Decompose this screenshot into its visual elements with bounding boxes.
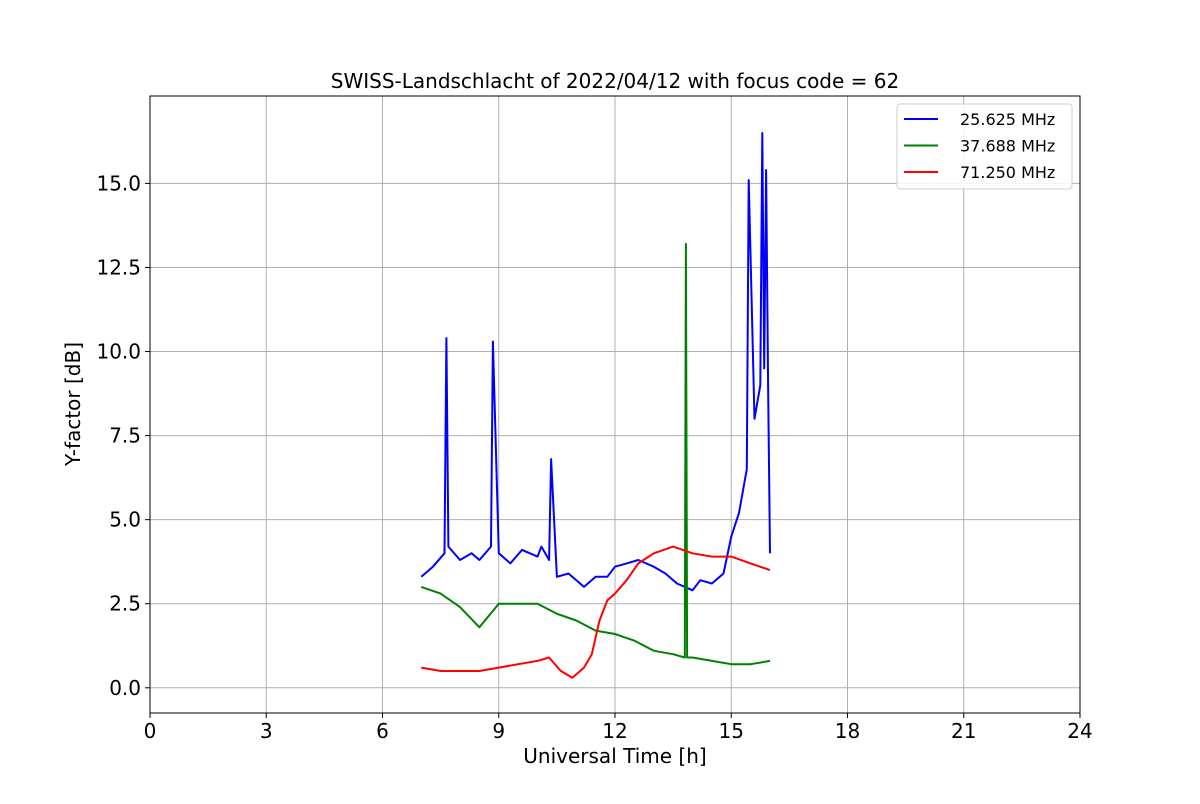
x-tick-label: 6 <box>376 719 389 743</box>
legend-label-1: 25.625 MHz <box>960 110 1055 129</box>
y-tick-label: 15.0 <box>96 171 141 195</box>
series-layer <box>420 132 771 679</box>
y-tick-label: 2.5 <box>109 592 141 616</box>
x-tick-label: 15 <box>719 719 744 743</box>
x-tick-label: 9 <box>492 719 505 743</box>
series-line-3 <box>421 545 771 679</box>
x-tick-label: 3 <box>260 719 273 743</box>
chart-title: SWISS-Landschlacht of 2022/04/12 with fo… <box>331 69 899 93</box>
y-tick-label: 12.5 <box>96 255 141 279</box>
y-tick-label: 7.5 <box>109 424 141 448</box>
x-tick-label: 24 <box>1067 719 1092 743</box>
x-tick-label: 18 <box>835 719 860 743</box>
y-tick-label: 5.0 <box>109 508 141 532</box>
y-ticks: 0.0 2.5 5.0 7.5 10.0 12.5 15.0 <box>96 171 150 700</box>
x-tick-label: 12 <box>602 719 627 743</box>
legend-label-2: 37.688 MHz <box>960 137 1055 156</box>
legend-label-3: 71.250 MHz <box>960 163 1055 182</box>
y-axis-label: Y-factor [dB] <box>61 342 85 467</box>
series-line-2 <box>420 242 771 666</box>
x-ticks: 0 3 6 9 12 15 18 21 24 <box>144 713 1093 743</box>
legend-box <box>896 103 1073 190</box>
x-tick-label: 21 <box>951 719 976 743</box>
legend: 25.625 MHz 37.688 MHz 71.250 MHz <box>896 103 1073 190</box>
x-axis-label: Universal Time [h] <box>523 744 706 768</box>
series-line-1 <box>420 132 771 592</box>
x-tick-label: 0 <box>144 719 157 743</box>
y-tick-label: 10.0 <box>96 340 141 364</box>
y-tick-label: 0.0 <box>109 676 141 700</box>
